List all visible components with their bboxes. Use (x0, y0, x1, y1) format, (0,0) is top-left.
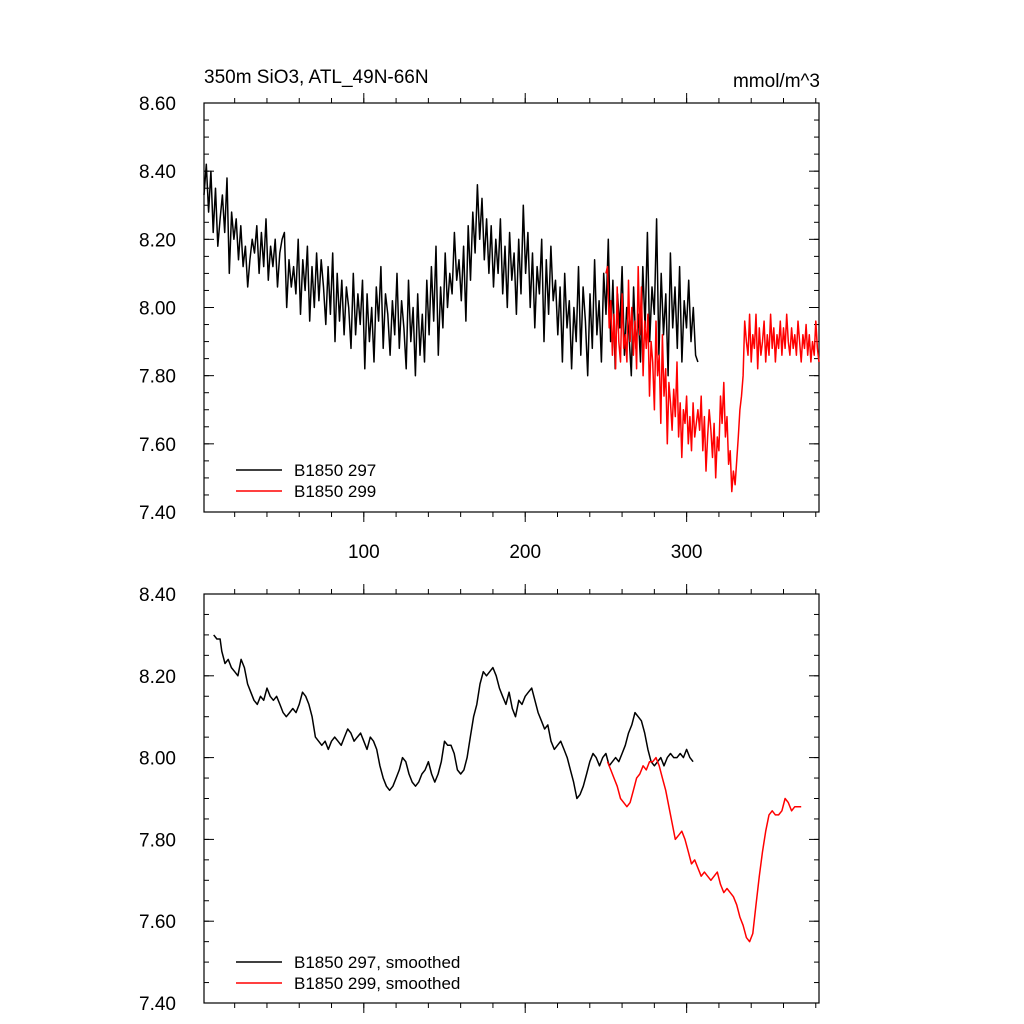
legend: B1850 297 B1850 299 (236, 461, 376, 501)
plot-frame (203, 102, 820, 513)
y-tick-label: 8.00 (139, 749, 176, 770)
tick-marks (204, 584, 819, 1013)
x-tick-label: 300 (671, 542, 703, 563)
y-tick-label: 8.20 (139, 667, 176, 688)
chart-title: 350m SiO3, ATL_49N-66N (204, 67, 429, 88)
y-tick-label: 8.00 (139, 299, 176, 320)
y-tick-label: 7.60 (139, 435, 176, 456)
y-tick-label: 7.40 (139, 994, 176, 1015)
plot-frame (203, 593, 820, 1004)
series-lines (203, 163, 820, 493)
tick-marks (204, 93, 819, 522)
legend: B1850 297, smoothed B1850 299, smoothed (236, 953, 460, 993)
series-line-b1850-299 (605, 265, 820, 493)
y-tick-label: 7.80 (139, 367, 176, 388)
bottom-chart-panel: 7.40 7.60 7.80 8.00 8.20 8.40 B1850 297, smoo… (139, 584, 820, 1015)
y-tick-label: 7.80 (139, 830, 176, 851)
y-axis-tick-labels: 7.40 7.60 7.80 8.00 8.20 8.40 (139, 585, 176, 1015)
series-line-b1850-297-smoothed (213, 634, 694, 800)
y-tick-label: 8.40 (139, 585, 176, 606)
legend-label-run-297-smoothed: B1850 297, smoothed (294, 953, 460, 972)
legend-label-run-299-smoothed: B1850 299, smoothed (294, 974, 460, 993)
y-tick-label: 8.40 (139, 162, 176, 183)
legend-label-run-299: B1850 299 (294, 482, 376, 501)
x-axis-tick-labels: 100 200 300 (348, 542, 703, 563)
series-lines (213, 634, 802, 943)
y-tick-label: 7.40 (139, 503, 176, 524)
y-tick-label: 7.60 (139, 912, 176, 933)
y-tick-label: 8.20 (139, 230, 176, 251)
y-tick-label: 8.60 (139, 94, 176, 115)
x-tick-label: 100 (348, 542, 380, 563)
y-axis-tick-labels: 7.40 7.60 7.80 8.00 8.20 8.40 8.60 (139, 94, 176, 524)
legend-label-run-297: B1850 297 (294, 461, 376, 480)
units-label: mmol/m^3 (733, 71, 820, 92)
top-chart-panel: 350m SiO3, ATL_49N-66N mmol/m^3 7.40 7.60… (139, 67, 820, 563)
x-tick-label: 200 (509, 542, 541, 563)
series-line-b1850-299-smoothed (606, 756, 802, 943)
